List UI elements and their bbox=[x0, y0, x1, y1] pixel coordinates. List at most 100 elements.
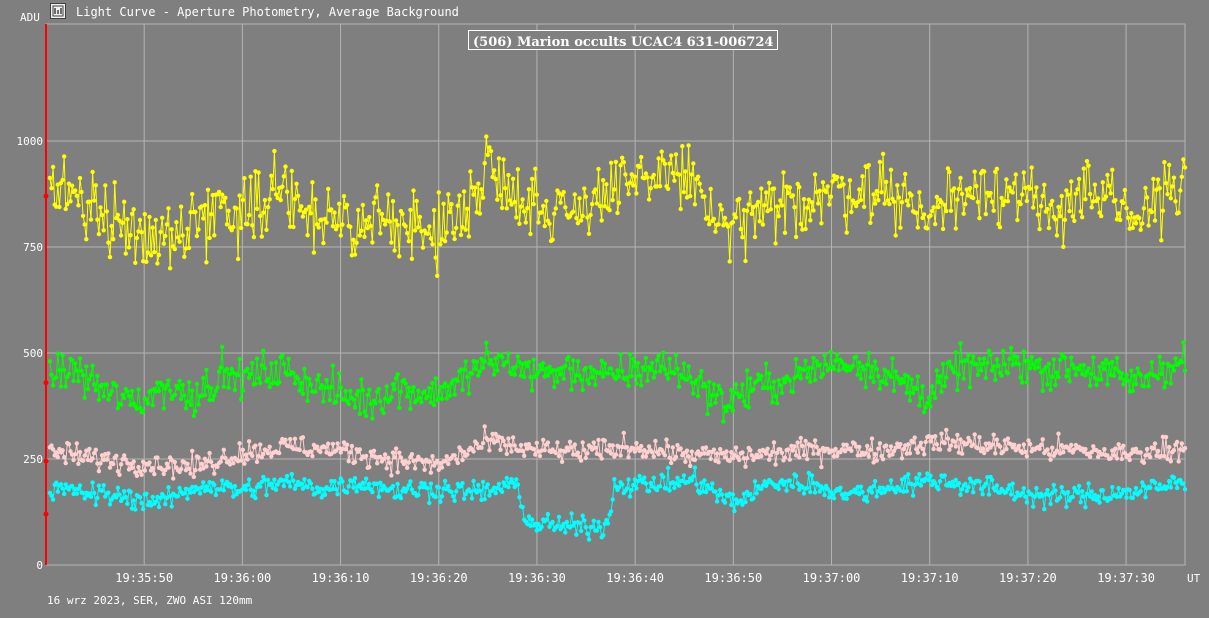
data-point bbox=[460, 225, 465, 230]
data-point bbox=[175, 235, 181, 240]
data-point bbox=[493, 491, 498, 496]
data-point bbox=[376, 386, 381, 392]
data-point bbox=[106, 490, 111, 495]
title-bar: Light Curve - Aperture Photometry, Avera… bbox=[0, 0, 1209, 24]
data-point bbox=[264, 227, 269, 232]
data-point bbox=[1182, 368, 1188, 373]
data-point bbox=[692, 202, 698, 207]
data-point bbox=[188, 210, 193, 215]
data-point bbox=[177, 378, 182, 384]
data-point bbox=[398, 495, 404, 501]
data-point bbox=[790, 389, 796, 395]
data-point bbox=[55, 454, 60, 460]
data-point bbox=[512, 199, 517, 205]
data-point bbox=[522, 374, 527, 380]
data-point bbox=[177, 485, 182, 491]
data-point bbox=[1046, 361, 1052, 367]
data-point bbox=[60, 448, 65, 453]
data-point bbox=[971, 354, 976, 359]
light-curve-app-icon[interactable] bbox=[50, 3, 66, 19]
data-point bbox=[673, 481, 679, 486]
data-point bbox=[1089, 450, 1094, 455]
data-point bbox=[689, 478, 694, 483]
data-point bbox=[172, 459, 177, 465]
data-point bbox=[1016, 361, 1022, 367]
data-point bbox=[231, 224, 236, 230]
data-point bbox=[980, 446, 985, 451]
data-point bbox=[991, 364, 996, 369]
data-point bbox=[1037, 446, 1042, 451]
data-point bbox=[918, 204, 924, 209]
data-point bbox=[90, 456, 95, 461]
data-point bbox=[1130, 495, 1136, 501]
data-point bbox=[1015, 354, 1020, 360]
data-point bbox=[639, 383, 644, 388]
data-point bbox=[520, 197, 525, 202]
data-point bbox=[148, 503, 154, 508]
data-point bbox=[819, 221, 824, 226]
data-point bbox=[1072, 447, 1077, 452]
data-point bbox=[1133, 382, 1139, 387]
data-point bbox=[805, 375, 810, 380]
data-point bbox=[583, 365, 588, 371]
data-point bbox=[480, 441, 486, 446]
data-point bbox=[1045, 447, 1050, 452]
data-point bbox=[550, 237, 555, 242]
data-point bbox=[956, 187, 962, 192]
data-point bbox=[169, 227, 174, 232]
data-point bbox=[485, 437, 490, 443]
data-point bbox=[468, 489, 473, 494]
data-point bbox=[975, 372, 981, 377]
data-point bbox=[798, 435, 803, 441]
data-point bbox=[420, 459, 426, 465]
data-point bbox=[942, 202, 947, 208]
data-point bbox=[1005, 371, 1011, 376]
data-point bbox=[1176, 459, 1181, 464]
data-point bbox=[229, 366, 234, 372]
data-point bbox=[586, 381, 592, 386]
data-point bbox=[525, 205, 530, 211]
data-point bbox=[874, 458, 879, 463]
data-point bbox=[1080, 489, 1085, 494]
data-point bbox=[267, 384, 272, 390]
data-point bbox=[782, 230, 788, 235]
data-point bbox=[882, 367, 887, 372]
data-point bbox=[1029, 165, 1034, 170]
data-point bbox=[928, 213, 933, 218]
data-point bbox=[1141, 483, 1147, 488]
data-point bbox=[593, 382, 598, 387]
data-point bbox=[49, 443, 54, 448]
data-point bbox=[318, 449, 323, 455]
data-point bbox=[498, 193, 503, 198]
data-point bbox=[615, 368, 620, 373]
data-point bbox=[292, 381, 298, 386]
data-point bbox=[553, 450, 558, 456]
data-point bbox=[73, 452, 78, 457]
data-point bbox=[209, 459, 214, 465]
data-point bbox=[324, 377, 329, 383]
data-point bbox=[302, 477, 307, 482]
data-point bbox=[727, 458, 732, 464]
data-point bbox=[224, 222, 230, 227]
data-point bbox=[893, 369, 898, 374]
data-point bbox=[501, 157, 506, 162]
data-point bbox=[620, 368, 625, 374]
data-point bbox=[634, 191, 639, 196]
data-point bbox=[768, 207, 773, 212]
data-point bbox=[621, 160, 626, 165]
data-point bbox=[150, 465, 155, 471]
data-point bbox=[899, 477, 905, 482]
data-point bbox=[351, 237, 356, 242]
data-point bbox=[642, 448, 647, 453]
data-point bbox=[536, 369, 541, 375]
data-point bbox=[352, 252, 358, 257]
data-point bbox=[1110, 167, 1115, 172]
data-point bbox=[703, 384, 709, 389]
data-point bbox=[378, 480, 383, 485]
data-point bbox=[741, 456, 747, 461]
data-point bbox=[917, 444, 922, 449]
data-point bbox=[737, 457, 742, 463]
data-point bbox=[114, 495, 119, 500]
data-point bbox=[616, 200, 622, 205]
data-point bbox=[452, 236, 457, 242]
